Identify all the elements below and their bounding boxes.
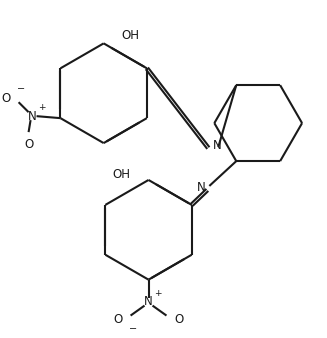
Text: O: O	[1, 92, 11, 105]
Text: OH: OH	[122, 29, 140, 42]
Text: N: N	[197, 182, 205, 194]
Text: N: N	[213, 139, 222, 151]
Text: +: +	[39, 103, 46, 112]
Text: +: +	[155, 289, 162, 298]
Text: OH: OH	[112, 168, 130, 182]
Text: N: N	[28, 110, 37, 123]
Text: −: −	[129, 323, 137, 334]
Text: −: −	[17, 84, 25, 94]
Text: O: O	[113, 313, 123, 326]
Text: N: N	[144, 295, 153, 308]
Text: O: O	[24, 138, 33, 151]
Text: O: O	[174, 313, 184, 326]
